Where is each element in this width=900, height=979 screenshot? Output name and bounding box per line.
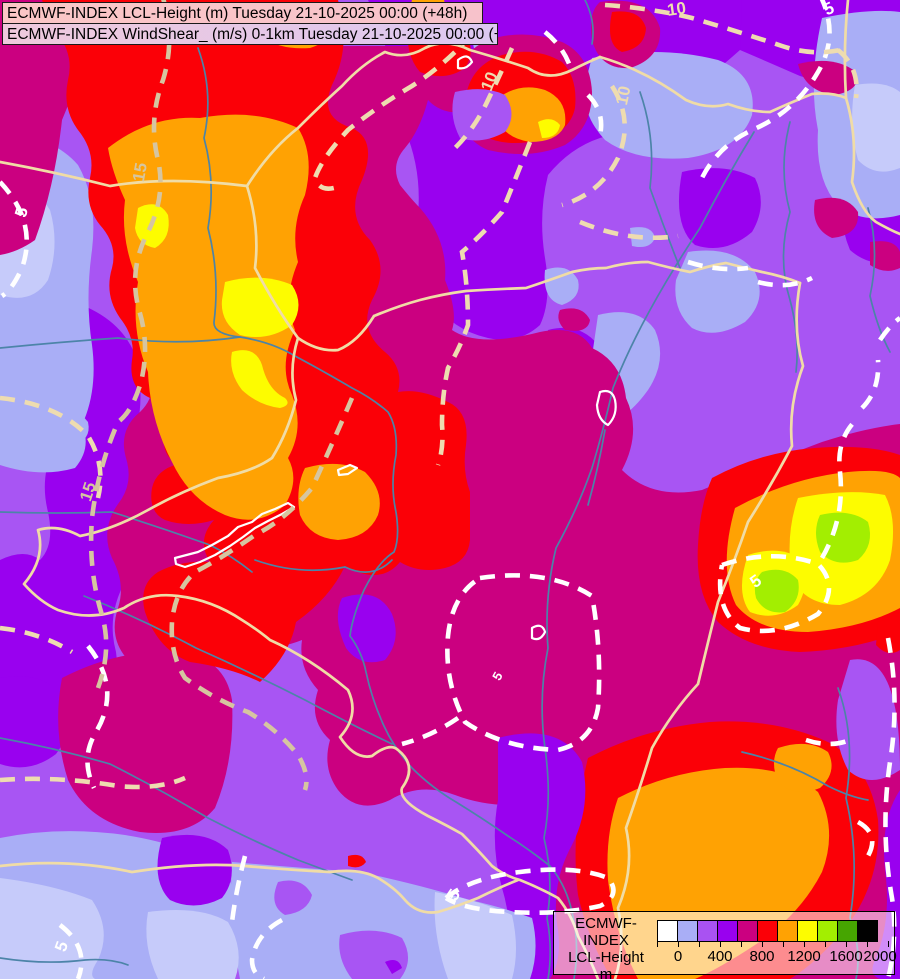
legend-tickmark: [867, 941, 868, 947]
legend-swatch-0: [657, 920, 678, 942]
legend-tickmark: [783, 941, 784, 947]
legend-color-swatches: [657, 920, 878, 942]
legend-tickmark: [888, 941, 889, 947]
legend-tickmark: [657, 941, 658, 947]
legend-swatch-10: [857, 920, 878, 942]
windshear-contour-label-10: 10: [612, 84, 635, 107]
map-title-windshear: ECMWF-INDEX WindShear_ (m/s) 0-1km Tuesd…: [2, 23, 498, 45]
legend-swatch-8: [817, 920, 838, 942]
legend-tickmark: [699, 941, 700, 947]
legend-tickmark: [741, 941, 742, 947]
legend-tickmark: [678, 941, 679, 947]
legend-swatch-3: [717, 920, 738, 942]
map-title-windshear-text: ECMWF-INDEX WindShear_ (m/s) 0-1km Tuesd…: [7, 26, 498, 43]
legend-tick-label: 0: [673, 948, 683, 965]
legend-tick-label: 800: [749, 948, 775, 965]
legend-title: ECMWF-INDEX LCL-Height m: [556, 915, 656, 979]
legend-tick-label: 1600: [829, 948, 863, 965]
legend-box: ECMWF-INDEX LCL-Height m 0 400 800 1200 1600…: [553, 911, 897, 979]
small-lake-outline: [530, 624, 547, 641]
windshear-contour-label-15: 15: [129, 161, 152, 184]
legend-swatch-4: [737, 920, 758, 942]
legend-tickmark: [762, 941, 763, 947]
legend-tickmark: [825, 941, 826, 947]
legend-swatch-7: [797, 920, 818, 942]
small-lake-outline: [595, 389, 617, 427]
windshear-contour-label-10: 10: [665, 0, 688, 20]
legend-tickmark: [846, 941, 847, 947]
small-lake-outline: [456, 55, 474, 70]
legend-swatch-6: [777, 920, 798, 942]
map-title-lcl-height: ECMWF-INDEX LCL-Height (m) Tuesday 21-10…: [2, 2, 483, 24]
legend-swatch-9: [837, 920, 858, 942]
small-lake-outline: [336, 463, 359, 477]
legend-swatch-2: [697, 920, 718, 942]
legend-swatch-1: [677, 920, 698, 942]
legend-title-line1: ECMWF-INDEX: [575, 915, 637, 949]
legend-tick-label: 2000: [863, 948, 897, 965]
legend-unit: m: [599, 966, 613, 979]
legend-tickmark: [720, 941, 721, 947]
map-title-lcl-height-text: ECMWF-INDEX LCL-Height (m) Tuesday 21-10…: [7, 5, 468, 22]
legend-title-line2: LCL-Height: [568, 949, 644, 966]
legend-tick-label: 400: [707, 948, 733, 965]
legend-tickmark: [804, 941, 805, 947]
legend-tick-label: 1200: [787, 948, 821, 965]
legend-swatch-5: [757, 920, 778, 942]
